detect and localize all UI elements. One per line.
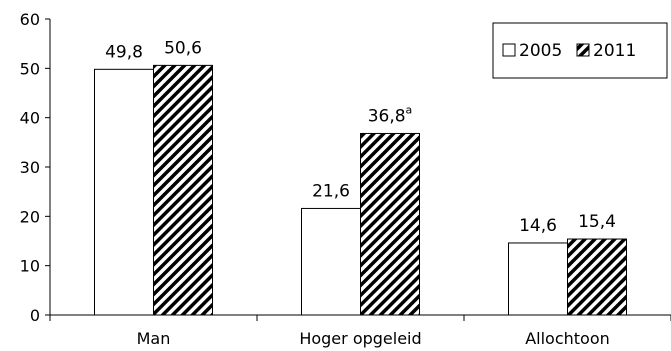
- legend-label-2011: 2011: [593, 41, 636, 61]
- data-label: 15,4: [578, 212, 616, 232]
- y-tick-label: 20: [20, 207, 40, 226]
- data-label: 50,6: [164, 38, 202, 58]
- legend-swatch-2011: [576, 43, 590, 57]
- y-tick-label: 50: [20, 59, 40, 78]
- data-label: 14,6: [519, 216, 557, 236]
- bars: [94, 64, 627, 316]
- x-tick-labels: Man Hoger opgeleid Allochtoon: [137, 329, 610, 348]
- y-tick-label: 60: [20, 10, 40, 29]
- data-label: 21,6: [312, 181, 350, 201]
- bar-2011-2: [567, 238, 627, 316]
- bar-2005-2: [508, 242, 568, 316]
- bar-2011-1: [360, 132, 420, 316]
- y-tick-label: 0: [30, 306, 40, 325]
- data-label: 49,8: [105, 42, 143, 62]
- x-tick-label: Allochtoon: [525, 329, 610, 348]
- legend-swatch-2005: [502, 43, 516, 57]
- bar-2011-0: [153, 64, 213, 316]
- y-tick-labels: 0 10 20 30 40 50 60: [20, 10, 40, 325]
- x-tick-label: Hoger opgeleid: [299, 329, 421, 348]
- data-label-superscript: a: [406, 103, 413, 116]
- y-tick-label: 10: [20, 257, 40, 276]
- data-labels: 49,8 50,6 21,6 36,8a 14,6 15,4: [105, 38, 616, 236]
- bar-2005-1: [301, 207, 361, 316]
- legend: 2005 2011: [492, 22, 668, 79]
- y-tick-label: 40: [20, 109, 40, 128]
- x-tick-label: Man: [137, 329, 171, 348]
- legend-label-2005: 2005: [519, 41, 562, 61]
- y-tick-label: 30: [20, 158, 40, 177]
- data-label: 36,8a: [368, 103, 413, 126]
- bar-2005-0: [94, 68, 154, 316]
